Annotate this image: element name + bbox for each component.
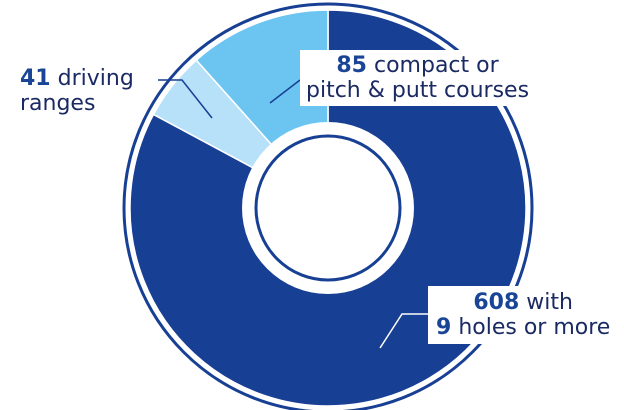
donut-slices <box>129 9 527 407</box>
driving-ranges-text-2: ranges <box>20 91 96 116</box>
compact-courses-text-1: compact or <box>374 53 499 78</box>
nine-hole-courses-text-1: with <box>526 290 573 315</box>
driving-ranges-text-1: driving <box>57 66 134 91</box>
center-hole <box>242 122 414 294</box>
driving-ranges-count: 41 <box>20 66 51 91</box>
inner-ring <box>254 134 402 282</box>
compact-courses-text-2: pitch & putt courses <box>306 78 530 103</box>
label-driving-ranges: 41 driving ranges <box>16 64 138 118</box>
leader-line-holes <box>379 313 430 349</box>
holes-count: 9 <box>436 315 452 340</box>
label-compact-courses: 85 compact or pitch & putt courses <box>300 50 536 106</box>
leader-line-ranges <box>158 79 213 119</box>
nine-hole-courses-text-2: holes or more <box>458 315 611 340</box>
outer-ring <box>122 2 534 410</box>
nine-hole-courses-count: 608 <box>473 290 520 315</box>
label-nine-hole-courses: 608 with 9 holes or more <box>428 286 619 344</box>
compact-courses-count: 85 <box>336 53 367 78</box>
leader-line-compact <box>269 79 301 104</box>
